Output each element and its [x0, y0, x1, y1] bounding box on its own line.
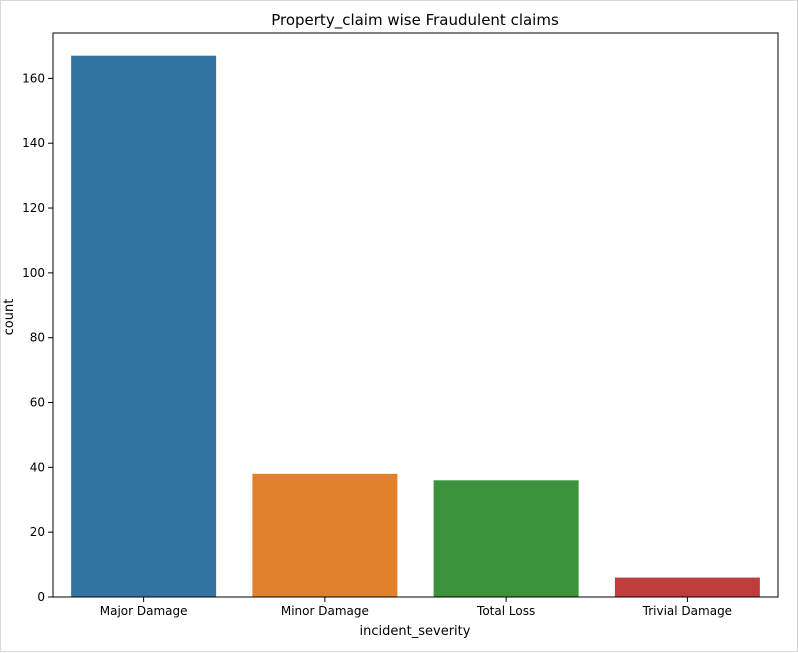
y-tick-label: 80: [30, 331, 45, 345]
x-tick-label: Major Damage: [100, 604, 188, 618]
y-tick-label: 60: [30, 396, 45, 410]
chart-title: Property_claim wise Fraudulent claims: [271, 11, 559, 30]
y-tick-label: 0: [37, 590, 45, 604]
x-tick-label: Minor Damage: [281, 604, 369, 618]
y-axis-ticks: 0 20 40 60 80 100 120 140 160: [22, 71, 53, 604]
y-axis-label: count: [2, 299, 17, 336]
plot-area-border: [52, 32, 779, 598]
y-tick-label: 160: [22, 71, 45, 85]
x-tick-label: Total Loss: [476, 604, 535, 618]
x-axis-ticks: Major Damage Minor Damage Total Loss Trivia…: [100, 597, 732, 618]
bar-minor-damage: [252, 473, 398, 597]
bar-major-damage: [71, 55, 217, 598]
bar-trivial-damage: [614, 577, 760, 597]
y-tick-label: 140: [22, 136, 45, 150]
y-tick-label: 100: [22, 266, 45, 280]
bars: [71, 55, 760, 598]
y-tick-label: 20: [30, 525, 45, 539]
y-tick-label: 120: [22, 201, 45, 215]
y-tick-label: 40: [30, 460, 45, 474]
bar-total-loss: [433, 480, 579, 597]
x-axis-label: incident_severity: [360, 624, 471, 639]
x-tick-label: Trivial Damage: [642, 604, 732, 618]
